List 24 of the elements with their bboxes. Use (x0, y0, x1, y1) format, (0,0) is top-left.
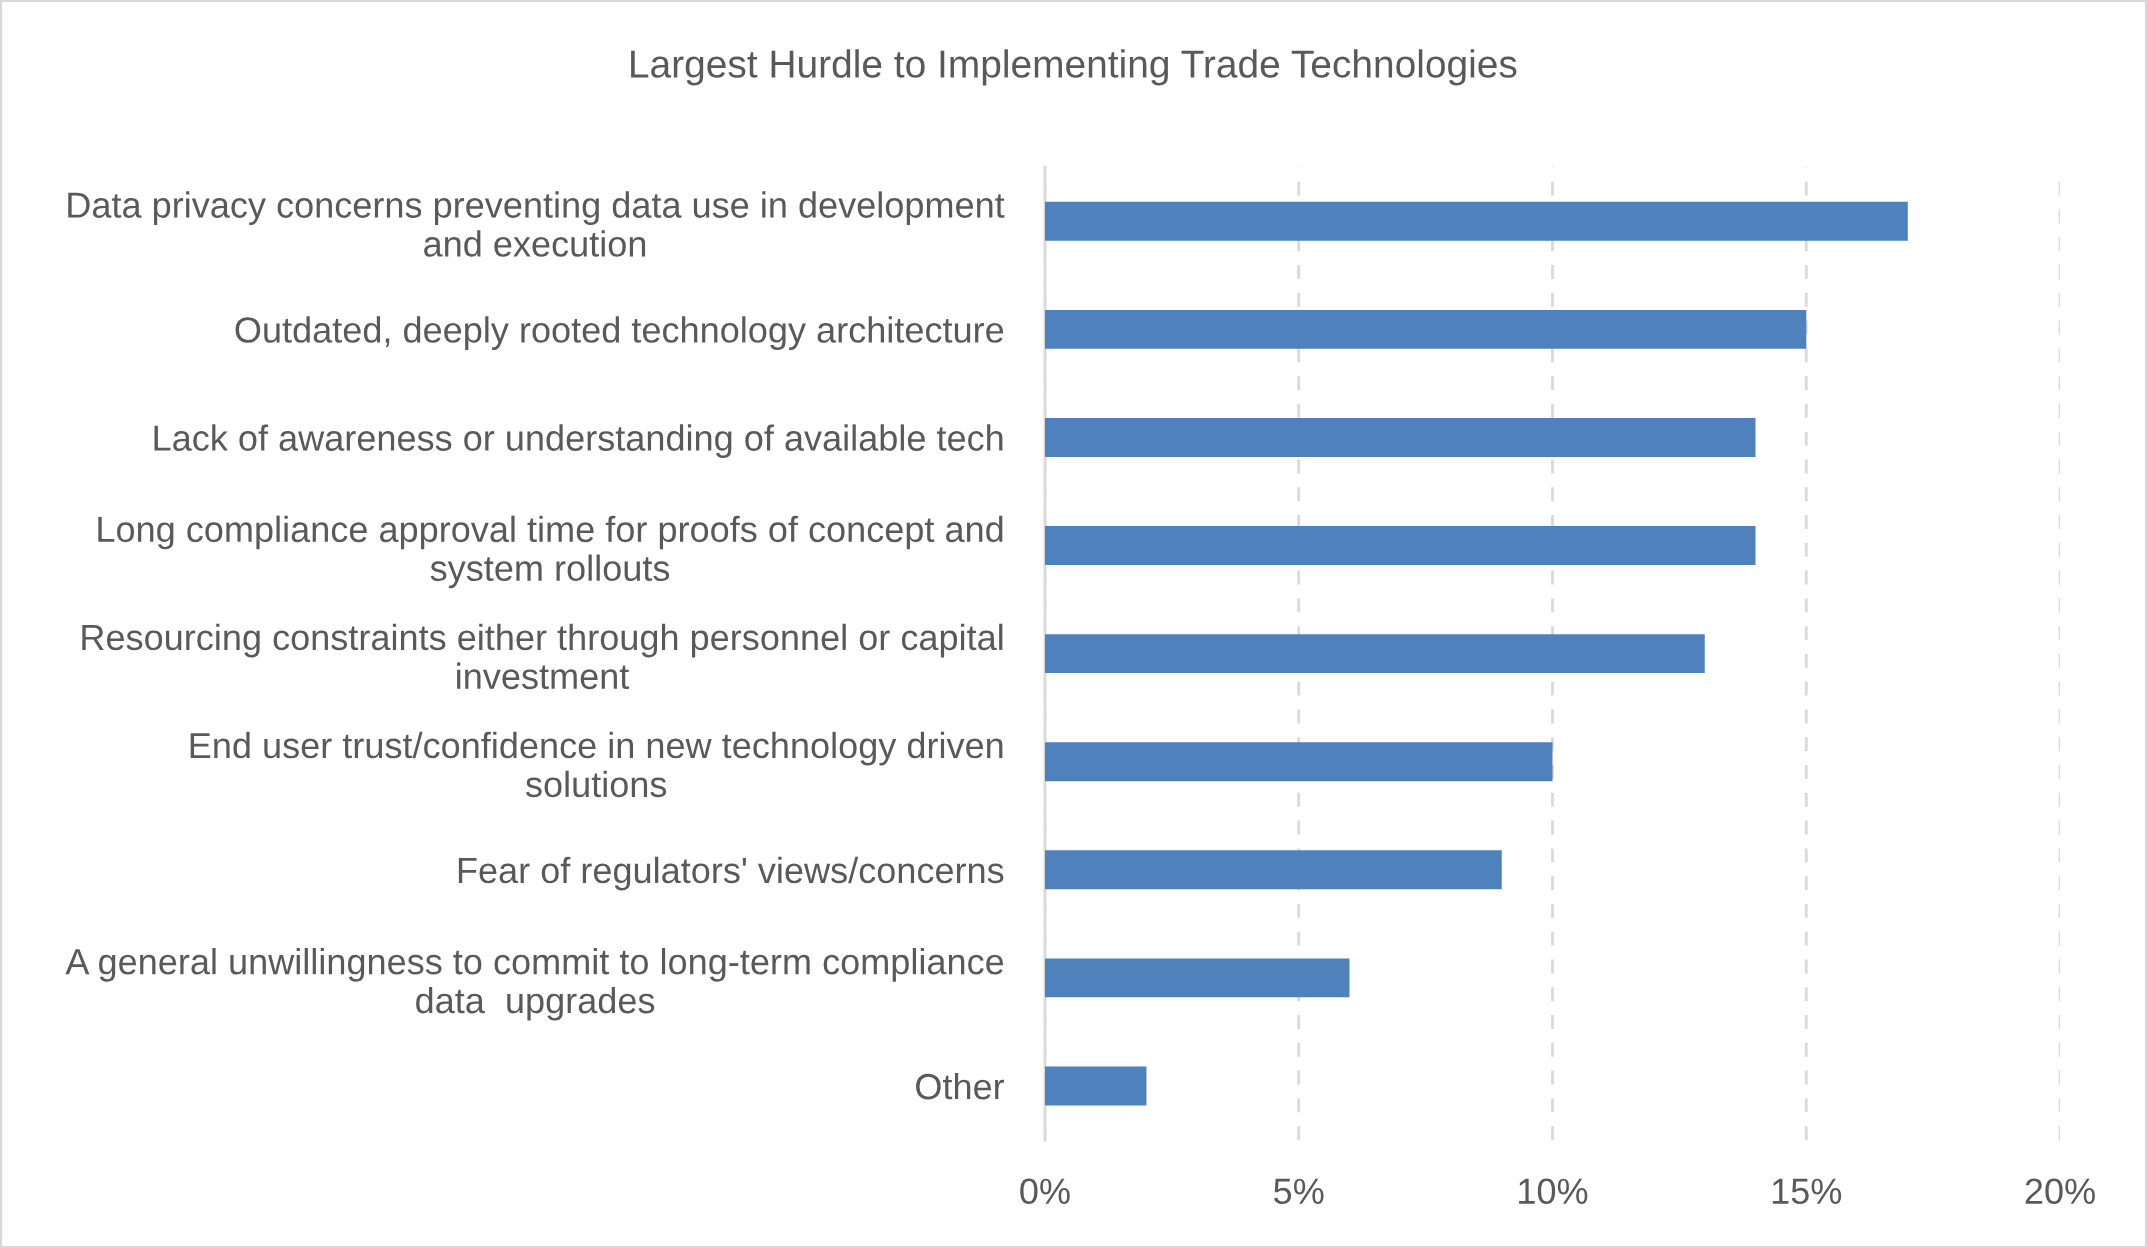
bar (1044, 418, 1756, 457)
bar (1044, 850, 1502, 890)
bar (1044, 526, 1756, 566)
x-tick-label: 5% (1274, 1178, 1324, 1205)
y-tick-label: A general unwillingness to commit to long-term compliance data upgrades (65, 948, 1004, 1021)
bar (1044, 742, 1553, 782)
bar (1044, 309, 1807, 349)
x-tick-label: 10% (1519, 1178, 1588, 1205)
y-tick-label: Fear of regulators' views/concerns (458, 856, 1004, 891)
bar (1044, 634, 1705, 674)
y-tick-label: Resourcing constraints either through personnel or capital investment (82, 623, 1003, 690)
x-tick-label: 0% (1020, 1178, 1070, 1205)
y-tick-label: Outdated, deeply rooted technology architecture (235, 316, 1004, 350)
y-tick-label: Data privacy concerns preventing data use in development and execution (68, 191, 1005, 257)
bar (1044, 201, 1908, 241)
y-tick-label: Long compliance approval time for proofs of concept and system rollouts (98, 515, 1003, 589)
chart-title: Largest Hurdle to Implementing Trade Technologies (631, 49, 1517, 86)
bar (1044, 1066, 1147, 1106)
y-tick-label: Lack of awareness or understanding of available tech (154, 424, 1003, 459)
y-tick-label: Other (916, 1072, 1005, 1100)
x-tick-label: 20% (2025, 1178, 2095, 1205)
bar (1044, 958, 1350, 998)
y-tick-label: End user trust/confidence in new technology driven solutions (190, 731, 1003, 798)
x-tick-label: 15% (1772, 1178, 1842, 1205)
